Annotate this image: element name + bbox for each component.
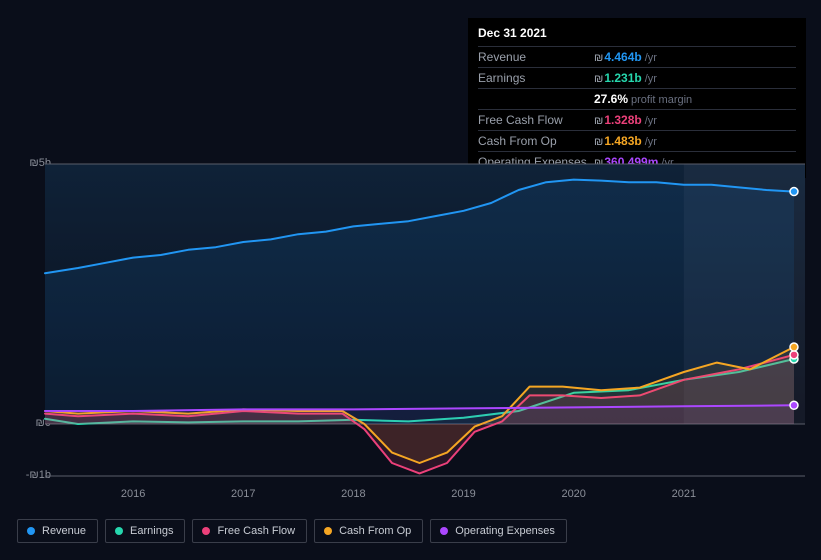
tooltip-unit: /yr (645, 73, 657, 85)
legend-item[interactable]: Earnings (105, 519, 185, 543)
x-axis-labels: 2016 2017 2018 2019 2020 2021 (45, 488, 805, 504)
tooltip-currency: ₪ (594, 115, 603, 127)
hover-tooltip-panel: Dec 31 2021 Revenue₪4.464b/yrEarnings₪1.… (468, 18, 806, 178)
legend-dot-icon (202, 527, 210, 535)
tooltip-row-label: Cash From Op (478, 134, 594, 148)
x-tick-label: 2018 (341, 488, 365, 500)
tooltip-row: Earnings₪1.231b/yr (478, 67, 796, 88)
legend-item[interactable]: Revenue (17, 519, 98, 543)
tooltip-unit: /yr (645, 52, 657, 64)
chart-plot-area[interactable] (17, 160, 805, 480)
tooltip-unit: /yr (645, 115, 657, 127)
x-tick-label: 2019 (451, 488, 475, 500)
tooltip-currency: ₪ (594, 136, 603, 148)
tooltip-row-label: Earnings (478, 71, 594, 85)
tooltip-date: Dec 31 2021 (478, 24, 796, 46)
chart-container: Dec 31 2021 Revenue₪4.464b/yrEarnings₪1.… (0, 0, 821, 560)
legend-dot-icon (440, 527, 448, 535)
tooltip-sub: profit margin (631, 94, 692, 106)
legend-item[interactable]: Cash From Op (314, 519, 423, 543)
chart-legend: Revenue Earnings Free Cash Flow Cash From O… (17, 519, 567, 543)
x-tick-label: 2016 (121, 488, 145, 500)
legend-dot-icon (324, 527, 332, 535)
tooltip-row: Free Cash Flow₪1.328b/yr (478, 109, 796, 130)
legend-item[interactable]: Free Cash Flow (192, 519, 307, 543)
tooltip-value: 1.328b (604, 113, 641, 127)
legend-label: Revenue (42, 525, 86, 537)
legend-item[interactable]: Operating Expenses (430, 519, 567, 543)
x-tick-label: 2021 (672, 488, 696, 500)
legend-label: Cash From Op (339, 525, 411, 537)
tooltip-row: 27.6%profit margin (478, 88, 796, 109)
tooltip-unit: /yr (645, 136, 657, 148)
legend-label: Earnings (130, 525, 173, 537)
tooltip-currency: ₪ (594, 73, 603, 85)
tooltip-currency: ₪ (594, 52, 603, 64)
tooltip-rows: Revenue₪4.464b/yrEarnings₪1.231b/yr27.6%… (478, 46, 796, 172)
tooltip-row-label: Free Cash Flow (478, 113, 594, 127)
tooltip-row-label: Revenue (478, 50, 594, 64)
chart-svg (17, 160, 805, 480)
legend-label: Operating Expenses (455, 525, 555, 537)
tooltip-value: 4.464b (604, 50, 641, 64)
tooltip-value: 27.6% (594, 92, 628, 106)
x-tick-label: 2020 (561, 488, 585, 500)
tooltip-row: Revenue₪4.464b/yr (478, 46, 796, 67)
legend-dot-icon (27, 527, 35, 535)
x-tick-label: 2017 (231, 488, 255, 500)
tooltip-value: 1.483b (604, 134, 641, 148)
legend-label: Free Cash Flow (217, 525, 295, 537)
legend-dot-icon (115, 527, 123, 535)
tooltip-row: Cash From Op₪1.483b/yr (478, 130, 796, 151)
tooltip-value: 1.231b (604, 71, 641, 85)
